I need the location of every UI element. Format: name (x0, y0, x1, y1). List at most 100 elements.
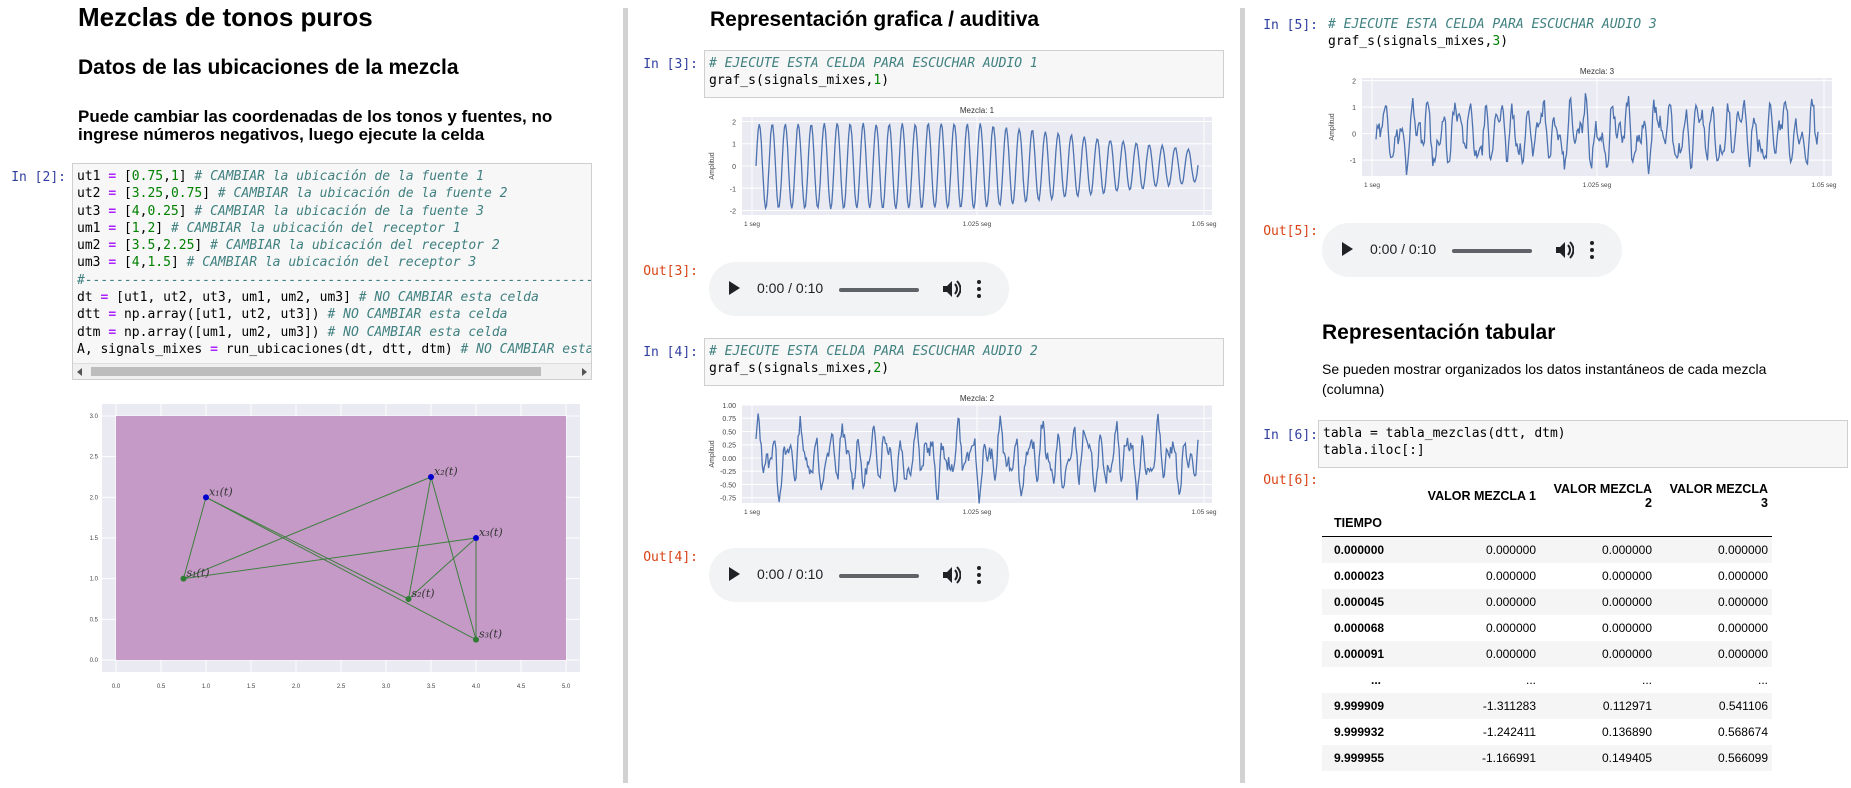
audio-progress-track[interactable] (839, 574, 919, 578)
code-cell-3[interactable]: # EJECUTE ESTA CELDA PARA ESCUCHAR AUDIO… (704, 50, 1224, 98)
x-tick-label: 1 seg (744, 509, 760, 516)
row-index: 0.000023 (1334, 569, 1385, 583)
row-index: 0.000091 (1334, 647, 1385, 661)
source-point (405, 596, 412, 602)
y-tick-label: -1 (1350, 158, 1356, 165)
y-tick-label: 1.00 (722, 403, 736, 410)
out-prompt-4: Out[4]: (643, 550, 698, 565)
table-cell: 0.000000 (1485, 569, 1536, 583)
mezcla-1-plot: Mezcla: 1 2 1 0 -1 -2 1 seg 1.025 seg 1.05 seg Am… (709, 106, 1217, 228)
audio-progress-track[interactable] (839, 288, 919, 292)
x-tick-label: 1.05 seg (1192, 509, 1217, 516)
series-line (755, 122, 1199, 211)
x-tick-label: 1.05 seg (1812, 182, 1837, 189)
table-row: 0.000068 0.000000 0.000000 0.000000 (1322, 615, 1772, 641)
location-plot: 0.0 0.5 1.0 1.5 2.0 2.5 3.0 3.5 4.0 4.5 5.0 0.0 0.5 1… (80, 392, 590, 698)
table-row: 9.999932 -1.242411 0.136890 0.568674 (1322, 719, 1772, 745)
y-axis-label: Amplitud (1329, 113, 1336, 140)
x-tick-label: 3.0 (382, 684, 391, 690)
room-area (116, 416, 566, 660)
table-cell: 0.000000 (1485, 621, 1536, 635)
page-title: Mezclas de tonos puros (78, 2, 373, 32)
x-tick-label: 1 seg (1364, 182, 1380, 189)
code-cell-2[interactable]: ut1 = [0.75,1] # CAMBIAR la ubicación de… (72, 163, 592, 380)
column-divider[interactable] (1240, 8, 1245, 783)
audio-player-2[interactable]: 0:00 / 0:10 (709, 548, 1009, 602)
x-tick-label: 1.025 seg (963, 221, 992, 228)
y-tick-label: 0.0 (90, 658, 99, 664)
audio-player-1[interactable]: 0:00 / 0:10 (709, 262, 1009, 316)
y-tick-label: -0.50 (720, 482, 736, 489)
more-options-icon[interactable] (977, 279, 981, 299)
table-row: 0.000000 0.000000 0.000000 0.000000 (1322, 536, 1772, 563)
column-divider[interactable] (623, 8, 628, 783)
code-cell-5[interactable]: # EJECUTE ESTA CELDA PARA ESCUCHAR AUDIO… (1324, 14, 1844, 56)
table-cell: 0.000000 (1485, 595, 1536, 609)
more-options-icon[interactable] (1590, 240, 1594, 260)
table-cell: 0.000000 (1601, 595, 1652, 609)
horizontal-scrollbar[interactable] (73, 363, 591, 379)
plot-title: Mezcla: 3 (1580, 67, 1615, 76)
table-cell: 0.000000 (1601, 543, 1652, 557)
x-tick-label: 1.025 seg (963, 509, 992, 516)
table-cell: 0.000000 (1717, 621, 1768, 635)
cell3-comment: # EJECUTE ESTA CELDA PARA ESCUCHAR AUDIO… (709, 56, 1038, 71)
x-tick-label: 1 seg (744, 221, 760, 228)
audio-player-3[interactable]: 0:00 / 0:10 (1322, 223, 1622, 277)
table-cell: 0.000000 (1601, 621, 1652, 635)
section-title-grafica: Representación grafica / auditiva (710, 8, 1040, 31)
x-tick-label: 4.5 (517, 684, 526, 690)
y-tick-label: 2 (1352, 79, 1356, 86)
x-tick-label: 1.025 seg (1583, 182, 1612, 189)
row-index: ... (1370, 673, 1381, 687)
y-tick-label: 0.25 (722, 443, 736, 450)
play-icon[interactable] (1342, 242, 1353, 256)
y-axis-label: Amplitud (709, 152, 716, 179)
table-header-row: VALOR MEZCLA 1 VALOR MEZCLA 2 VALOR MEZC… (1322, 482, 1772, 510)
table-cell: 0.000000 (1717, 543, 1768, 557)
receiver-point (473, 535, 479, 541)
audio-progress-track[interactable] (1452, 249, 1532, 253)
play-icon[interactable] (729, 281, 740, 295)
plot-title: Mezcla: 2 (960, 394, 995, 403)
source-label: s₁(t) (187, 567, 210, 580)
row-index: 0.000045 (1334, 595, 1385, 609)
path-line (205, 496, 477, 641)
series-line (755, 413, 1199, 504)
table-cell: ... (1525, 673, 1536, 687)
volume-icon[interactable] (943, 279, 961, 299)
y-tick-label: -2 (730, 209, 736, 216)
table-cell: 0.136890 (1601, 725, 1652, 739)
x-tick-label: 2.0 (292, 684, 301, 690)
source-point (180, 575, 187, 582)
in-prompt-6: In [6]: (1263, 428, 1318, 443)
scroll-right-arrow[interactable] (582, 368, 587, 376)
column-header: VALOR MEZCLA 2 (1553, 482, 1652, 510)
code-cell-4[interactable]: # EJECUTE ESTA CELDA PARA ESCUCHAR AUDIO… (704, 338, 1224, 386)
path-line (183, 497, 207, 579)
code-cell-6[interactable]: tabla = tabla_mezclas(dtt, dtm) tabla.il… (1318, 420, 1848, 468)
x-tick-label: 2.5 (337, 684, 346, 690)
table-cell: 0.000000 (1717, 647, 1768, 661)
more-options-icon[interactable] (977, 565, 981, 585)
scrollbar-thumb[interactable] (91, 367, 541, 376)
y-tick-label: 3.0 (90, 414, 99, 420)
x-tick-label: 5.0 (562, 684, 571, 690)
table-cell: 0.000000 (1601, 647, 1652, 661)
play-icon[interactable] (729, 567, 740, 581)
volume-icon[interactable] (943, 565, 961, 585)
notebook-column-1: Mezclas de tonos puros Datos de las ubic… (0, 0, 625, 788)
out-prompt-6: Out[6]: (1263, 473, 1318, 488)
cell6-line-1: tabla = tabla_mezclas(dtt, dtm) (1323, 426, 1566, 441)
row-index: 0.000000 (1334, 543, 1385, 557)
y-tick-label: -0.25 (720, 469, 736, 476)
audio-time: 0:00 / 0:10 (757, 566, 824, 582)
y-tick-label: 0.75 (722, 416, 736, 423)
volume-icon[interactable] (1556, 240, 1574, 260)
scroll-left-arrow[interactable] (77, 368, 82, 376)
index-name: TIEMPO (1334, 516, 1382, 530)
y-axis-label: Amplitud (709, 440, 716, 467)
x-tick-label: 0.0 (112, 684, 121, 690)
x-tick-label: 1.05 seg (1192, 221, 1217, 228)
row-index: 9.999955 (1334, 751, 1385, 765)
